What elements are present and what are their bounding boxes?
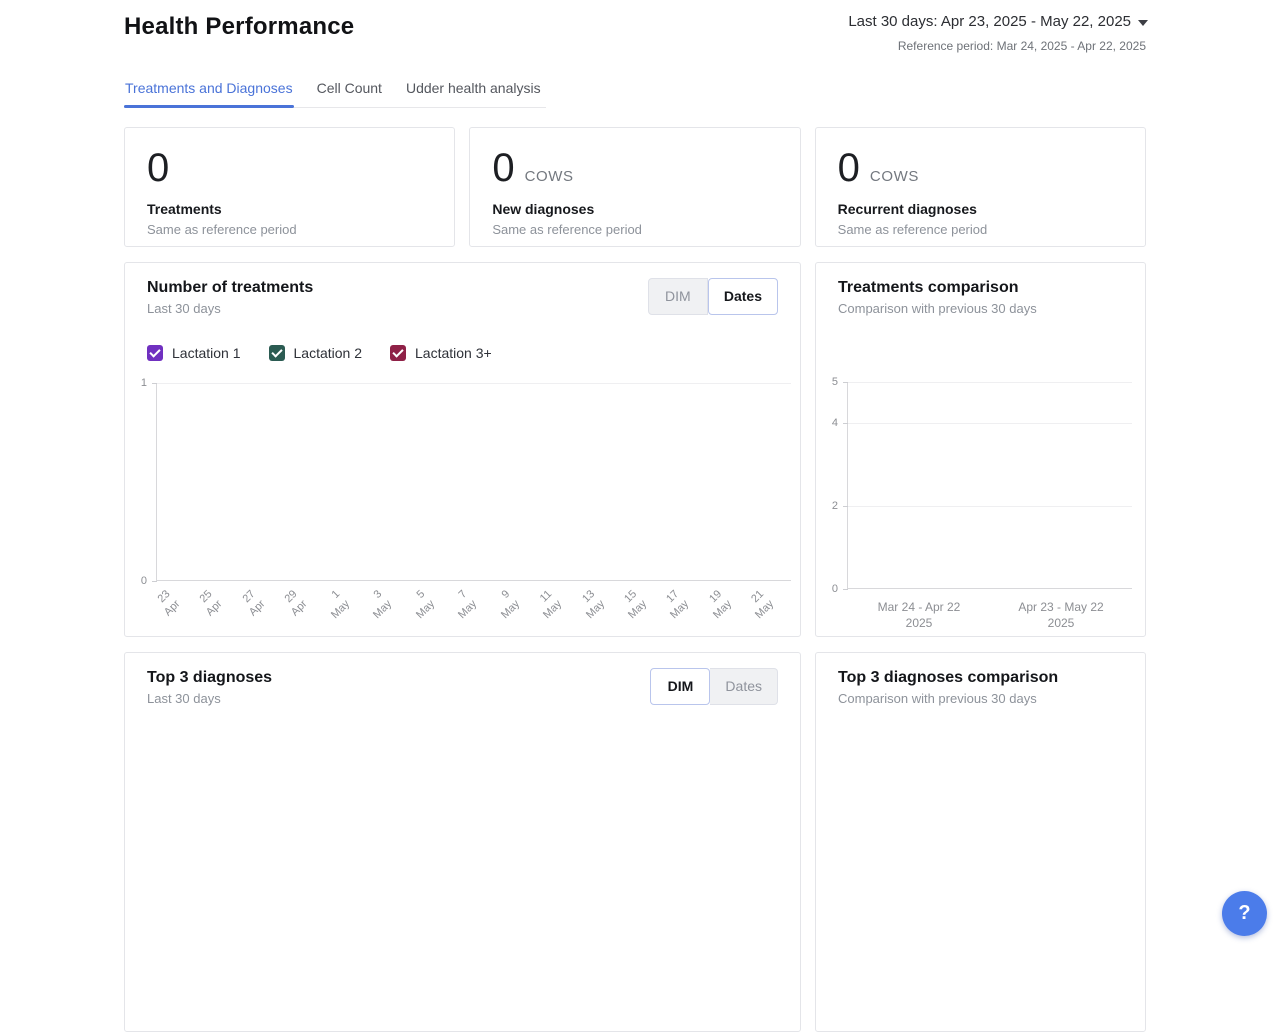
card-top3-diagnoses-comparison: Top 3 diagnoses comparison Comparison wi… bbox=[815, 652, 1146, 1032]
stat-value: 0 bbox=[492, 146, 515, 190]
card-title: Number of treatments bbox=[147, 279, 314, 296]
x-axis-label: 15 May bbox=[622, 588, 649, 621]
gridline bbox=[848, 423, 1132, 425]
axis-tick-label: 1 bbox=[140, 377, 147, 389]
stat-unit: COWS bbox=[524, 168, 574, 185]
stat-label: Treatments bbox=[147, 201, 222, 217]
card-subtitle: Comparison with previous 30 days bbox=[838, 301, 1037, 316]
axis-tick-mark bbox=[843, 589, 848, 590]
legend-item-lactation-3[interactable]: Lactation 3+ bbox=[390, 345, 492, 361]
stat-value: 0 bbox=[837, 146, 860, 190]
tab-treatments-and-diagnoses[interactable]: Treatments and Diagnoses bbox=[124, 80, 294, 108]
x-axis-label: 3 May bbox=[371, 588, 395, 621]
stat-value-row: 0 bbox=[147, 147, 432, 189]
x-axis-label: Apr 23 - May 22 2025 bbox=[1018, 600, 1104, 631]
axis-tick-label: 5 bbox=[831, 376, 838, 388]
toggle-option-dates[interactable]: Dates bbox=[707, 278, 778, 315]
legend-label: Lactation 1 bbox=[172, 345, 241, 361]
toggle-option-dim[interactable]: DIM bbox=[650, 668, 711, 705]
chevron-down-icon bbox=[1138, 19, 1148, 26]
stat-card-new-diagnoses: 0 COWS New diagnoses Same as reference peri… bbox=[469, 127, 801, 247]
period-selector[interactable]: Last 30 days: Apr 23, 2025 - May 22, 202… bbox=[848, 13, 1148, 30]
gridline bbox=[848, 506, 1132, 508]
tab-cell-count[interactable]: Cell Count bbox=[316, 80, 382, 96]
axis-tick-mark bbox=[843, 423, 848, 425]
axis-tick-mark bbox=[152, 383, 157, 384]
treatments-timeline-chart: 1 0 23 Apr 25 Apr 27 Apr 29 Apr 1 May 3 May 5 Ma… bbox=[141, 378, 791, 621]
period-selector-label: Last 30 days: Apr 23, 2025 - May 22, 202… bbox=[848, 13, 1131, 30]
stat-value-row: 0 COWS bbox=[492, 147, 777, 189]
stat-subtext: Same as reference period bbox=[837, 222, 988, 237]
x-axis-label: 23 Apr bbox=[155, 588, 183, 619]
stat-label: New diagnoses bbox=[492, 201, 595, 217]
card-number-of-treatments: Number of treatments Last 30 days DIM Dat… bbox=[124, 262, 801, 637]
x-axis-label: 25 Apr bbox=[197, 588, 225, 619]
stat-subtext: Same as reference period bbox=[492, 222, 642, 237]
stat-subtext: Same as reference period bbox=[147, 222, 297, 237]
checkbox-lactation-2[interactable] bbox=[268, 345, 285, 361]
x-axis-label: 1 May bbox=[328, 588, 352, 621]
legend-item-lactation-1[interactable]: Lactation 1 bbox=[147, 345, 241, 361]
axis-tick-mark bbox=[843, 506, 848, 508]
stats-row: 0 Treatments Same as reference period 0 COWS… bbox=[124, 127, 1146, 247]
toggle-option-dim[interactable]: DIM bbox=[647, 278, 708, 315]
toggle-option-dates[interactable]: Dates bbox=[710, 668, 778, 705]
axis-tick-label: 0 bbox=[140, 575, 147, 587]
x-axis-label: 17 May bbox=[664, 588, 692, 621]
x-axis-label: 27 Apr bbox=[240, 588, 268, 619]
axis-tick-mark bbox=[152, 581, 157, 582]
card-subtitle: Comparison with previous 30 days bbox=[838, 691, 1037, 706]
card-subtitle: Last 30 days bbox=[147, 301, 221, 316]
stat-value: 0 bbox=[147, 146, 170, 190]
tab-udder-health-analysis[interactable]: Udder health analysis bbox=[405, 80, 541, 96]
x-axis-label: 19 May bbox=[706, 588, 734, 621]
stat-unit: COWS bbox=[869, 168, 919, 185]
card-top3-diagnoses: Top 3 diagnoses Last 30 days DIM Dates bbox=[124, 652, 801, 1032]
x-axis-label: 7 May bbox=[456, 588, 480, 621]
card-title: Top 3 diagnoses bbox=[147, 669, 273, 686]
axis-tick-mark bbox=[843, 382, 848, 383]
dim-dates-toggle: DIM Dates bbox=[650, 668, 778, 705]
dim-dates-toggle: DIM Dates bbox=[647, 278, 778, 315]
x-axis-label: Mar 24 - Apr 22 2025 bbox=[877, 600, 961, 631]
x-axis-label: 29 Apr bbox=[282, 588, 310, 619]
legend-label: Lactation 3+ bbox=[415, 345, 492, 361]
page-title: Health Performance bbox=[124, 13, 355, 40]
card-title: Top 3 diagnoses comparison bbox=[838, 669, 1059, 686]
axis-tick-label: 4 bbox=[831, 417, 838, 430]
lactation-legend: Lactation 1 Lactation 2 Lactation 3+ bbox=[147, 345, 492, 361]
x-axis-label: 13 May bbox=[579, 588, 607, 621]
stat-card-recurrent-diagnoses: 0 COWS Recurrent diagnoses Same as referenc… bbox=[814, 127, 1146, 247]
checkbox-lactation-3[interactable] bbox=[390, 345, 406, 361]
x-axis-label: 11 May bbox=[537, 588, 565, 621]
card-title: Treatments comparison bbox=[838, 279, 1019, 296]
gridline bbox=[157, 383, 791, 384]
reference-period: Reference period: Mar 24, 2025 - Apr 22,… bbox=[897, 39, 1146, 53]
tabs: Treatments and Diagnoses Cell Count Udder … bbox=[124, 80, 546, 108]
legend-item-lactation-2[interactable]: Lactation 2 bbox=[268, 345, 363, 361]
axis-tick-label: 2 bbox=[831, 500, 838, 513]
x-axis-label: 5 May bbox=[413, 588, 437, 621]
stat-card-treatments: 0 Treatments Same as reference period bbox=[124, 127, 456, 247]
treatments-comparison-chart: 5 4 2 0 Mar 24 - Apr 22 2025 Apr 23 - May 22 … bbox=[832, 377, 1132, 630]
gridline bbox=[848, 382, 1132, 383]
axis-tick-label: 0 bbox=[831, 583, 838, 595]
card-treatments-comparison: Treatments comparison Comparison with pr… bbox=[815, 262, 1146, 637]
stat-value-row: 0 COWS bbox=[838, 147, 1123, 189]
legend-label: Lactation 2 bbox=[293, 345, 363, 361]
help-button[interactable]: ? bbox=[1222, 891, 1267, 936]
stat-label: Recurrent diagnoses bbox=[837, 201, 977, 217]
x-axis-label: 21 May bbox=[749, 588, 777, 621]
checkbox-lactation-1[interactable] bbox=[147, 345, 163, 361]
card-subtitle: Last 30 days bbox=[147, 691, 221, 706]
x-axis-label: 9 May bbox=[498, 588, 522, 621]
